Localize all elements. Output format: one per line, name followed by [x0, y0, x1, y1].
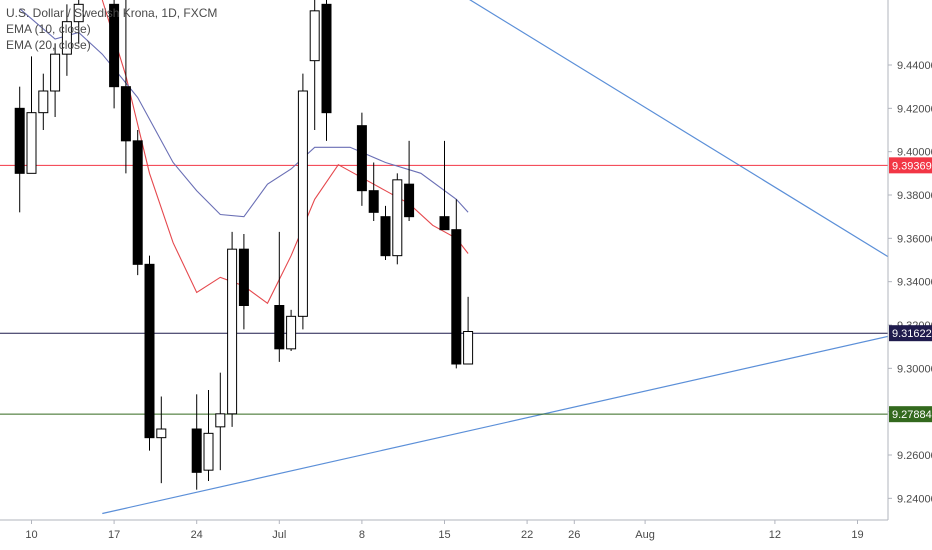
x-tick-label: Aug: [635, 529, 655, 541]
candle[interactable]: [286, 309, 297, 351]
candle[interactable]: [368, 162, 379, 222]
candle[interactable]: [61, 4, 72, 76]
candle[interactable]: [356, 112, 367, 206]
candle-body: [238, 248, 249, 307]
x-tick-label: 24: [191, 529, 203, 541]
price-tags: 9.39369 9.31622 9.27884: [889, 157, 932, 423]
candle-body: [439, 216, 450, 231]
ema20-line[interactable]: [101, 0, 469, 305]
candle-body: [156, 428, 167, 439]
candle-body: [203, 432, 214, 471]
y-tick-label: 9.42000: [897, 103, 932, 115]
candle[interactable]: [109, 0, 120, 109]
candle[interactable]: [321, 0, 332, 141]
legend-ema10[interactable]: EMA (10, close): [6, 22, 91, 36]
candle[interactable]: [50, 43, 61, 117]
candle-body: [321, 3, 332, 114]
x-tick-label: Jul: [272, 529, 286, 541]
time-axis[interactable]: 101724Jul8152226Aug1219Sep: [25, 520, 932, 541]
candle-body: [120, 86, 131, 142]
candle-body: [286, 315, 297, 350]
candle[interactable]: [404, 140, 415, 221]
candle[interactable]: [380, 205, 391, 260]
ema10-line[interactable]: [19, 8, 469, 218]
price-tag-label: 9.31622: [892, 328, 932, 340]
candle-body: [26, 112, 37, 174]
candle[interactable]: [463, 296, 474, 365]
candle-body: [14, 107, 25, 174]
y-tick-label: 9.40000: [897, 147, 932, 159]
candle[interactable]: [156, 396, 167, 484]
candle-body: [38, 90, 49, 114]
candle[interactable]: [297, 73, 308, 330]
trendline-0[interactable]: [102, 303, 932, 515]
candle[interactable]: [215, 372, 226, 471]
x-tick-label: 10: [25, 529, 37, 541]
x-tick-label: 8: [359, 529, 365, 541]
candle[interactable]: [392, 173, 403, 265]
x-tick-label: 17: [108, 529, 120, 541]
candle-body: [274, 305, 285, 350]
x-tick-label: 15: [438, 529, 450, 541]
candle-body: [132, 140, 143, 265]
price-tag-2: 9.27884: [889, 406, 932, 423]
y-tick-label: 9.30000: [897, 363, 932, 375]
candle[interactable]: [73, 0, 84, 44]
price-tag-0: 9.39369: [889, 157, 932, 174]
candle[interactable]: [238, 234, 249, 330]
legend-ema20[interactable]: EMA (20, close): [6, 38, 91, 52]
candle-body: [144, 263, 155, 439]
candle[interactable]: [451, 199, 462, 369]
y-tick-label: 9.38000: [897, 190, 932, 202]
candle[interactable]: [14, 86, 25, 213]
candle-body: [297, 90, 308, 317]
price-tag-1: 9.31622: [889, 325, 932, 342]
candle[interactable]: [227, 231, 238, 427]
candle[interactable]: [274, 231, 285, 362]
candle[interactable]: [120, 0, 131, 174]
candle-body: [309, 10, 320, 62]
x-tick-label: 19: [851, 529, 863, 541]
y-tick-label: 9.24000: [897, 493, 932, 505]
price-tag-label: 9.27884: [892, 409, 932, 421]
chart-legend: U.S. Dollar / Swedish Krona, 1D, FXCM EM…: [6, 5, 217, 53]
candle-body: [227, 248, 238, 415]
candle[interactable]: [144, 255, 155, 451]
candles: [14, 0, 474, 490]
candle[interactable]: [132, 130, 143, 276]
x-tick-label: 26: [568, 529, 580, 541]
trendlines: [102, 0, 932, 515]
price-axis[interactable]: 9.240009.260009.280009.300009.320009.340…: [888, 60, 932, 505]
candle[interactable]: [203, 390, 214, 481]
candle-body: [73, 3, 84, 23]
candle-body: [356, 125, 367, 192]
y-tick-label: 9.36000: [897, 233, 932, 245]
candle-body: [215, 413, 226, 428]
price-tag-label: 9.39369: [892, 160, 932, 172]
candle[interactable]: [26, 56, 37, 174]
candle[interactable]: [309, 0, 320, 130]
candle-body: [404, 183, 415, 218]
candle[interactable]: [38, 73, 49, 130]
candle-body: [380, 216, 391, 257]
candle-body: [50, 53, 61, 92]
y-tick-label: 9.26000: [897, 450, 932, 462]
x-tick-label: 12: [769, 529, 781, 541]
legend-symbol[interactable]: U.S. Dollar / Swedish Krona, 1D, FXCM: [6, 6, 218, 20]
candle-body: [368, 190, 379, 213]
candle-body: [109, 3, 120, 88]
x-tick-label: 22: [521, 529, 533, 541]
candle[interactable]: [439, 140, 450, 231]
candle[interactable]: [191, 394, 202, 490]
ema-lines: [19, 0, 469, 305]
y-tick-label: 9.44000: [897, 60, 932, 72]
y-tick-label: 9.34000: [897, 277, 932, 289]
candle-body: [451, 229, 462, 365]
candle-body: [61, 21, 72, 55]
candle-body: [463, 331, 474, 365]
candle-body: [392, 179, 403, 257]
candle-body: [191, 428, 202, 473]
trendline-1[interactable]: [421, 0, 932, 347]
